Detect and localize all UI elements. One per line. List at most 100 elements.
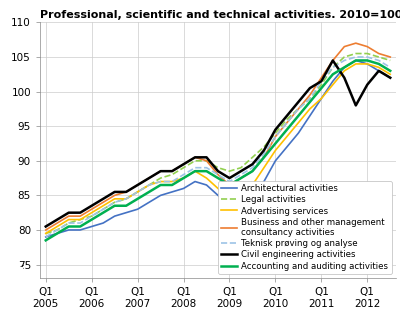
Architectural activities xyxy=(158,194,163,197)
Advertising services xyxy=(78,218,82,221)
Civil engineering activities xyxy=(284,114,289,118)
Civil engineering activities xyxy=(238,169,243,173)
Architectural activities xyxy=(319,97,324,100)
Civil engineering activities xyxy=(170,169,174,173)
Legal activities xyxy=(216,166,220,170)
Architectural activities xyxy=(147,200,152,204)
Business and other management
consultancy activities xyxy=(181,162,186,166)
Legal activities xyxy=(342,55,347,59)
Business and other management
consultancy activities xyxy=(354,41,358,45)
Teknisk prøving og analyse xyxy=(319,79,324,83)
Business and other management
consultancy activities xyxy=(250,169,255,173)
Accounting and auditing activities xyxy=(158,183,163,187)
Teknisk prøving og analyse xyxy=(388,66,393,69)
Civil engineering activities xyxy=(66,211,71,215)
Architectural activities xyxy=(354,59,358,62)
Advertising services xyxy=(273,148,278,152)
Accounting and auditing activities xyxy=(342,66,347,69)
Civil engineering activities xyxy=(112,190,117,194)
Architectural activities xyxy=(89,225,94,228)
Civil engineering activities xyxy=(388,76,393,80)
Teknisk prøving og analyse xyxy=(101,207,106,211)
Accounting and auditing activities xyxy=(376,62,381,66)
Line: Legal activities: Legal activities xyxy=(46,53,390,233)
Legal activities xyxy=(273,131,278,135)
Civil engineering activities xyxy=(262,148,266,152)
Civil engineering activities xyxy=(101,197,106,201)
Legal activities xyxy=(354,52,358,55)
Bar xyxy=(4,267,22,278)
Advertising services xyxy=(238,190,243,194)
Business and other management
consultancy activities xyxy=(216,173,220,177)
Advertising services xyxy=(204,176,209,180)
Accounting and auditing activities xyxy=(78,225,82,228)
Business and other management
consultancy activities xyxy=(135,183,140,187)
Business and other management
consultancy activities xyxy=(55,221,60,225)
Advertising services xyxy=(308,107,312,111)
Legal activities xyxy=(227,169,232,173)
Accounting and auditing activities xyxy=(308,100,312,104)
Legal activities xyxy=(284,117,289,121)
Legal activities xyxy=(250,156,255,159)
Teknisk prøving og analyse xyxy=(181,173,186,177)
Business and other management
consultancy activities xyxy=(319,76,324,80)
Accounting and auditing activities xyxy=(135,197,140,201)
Accounting and auditing activities xyxy=(101,211,106,215)
Advertising services xyxy=(388,72,393,76)
Civil engineering activities xyxy=(147,176,152,180)
Advertising services xyxy=(158,180,163,183)
Civil engineering activities xyxy=(365,83,370,87)
Line: Business and other management
consultancy activities: Business and other management consultanc… xyxy=(46,43,390,230)
Accounting and auditing activities xyxy=(193,169,198,173)
Business and other management
consultancy activities xyxy=(170,169,174,173)
Architectural activities xyxy=(388,76,393,80)
Accounting and auditing activities xyxy=(66,225,71,228)
Accounting and auditing activities xyxy=(170,183,174,187)
Advertising services xyxy=(376,66,381,69)
Business and other management
consultancy activities xyxy=(342,45,347,49)
Text: 0: 0 xyxy=(8,267,15,277)
Teknisk prøving og analyse xyxy=(365,55,370,59)
Teknisk prøving og analyse xyxy=(147,183,152,187)
Accounting and auditing activities xyxy=(319,86,324,90)
Accounting and auditing activities xyxy=(147,190,152,194)
Legal activities xyxy=(181,166,186,170)
Legal activities xyxy=(124,197,128,201)
Teknisk prøving og analyse xyxy=(273,135,278,139)
Teknisk prøving og analyse xyxy=(78,221,82,225)
Accounting and auditing activities xyxy=(273,141,278,145)
Text: Professional, scientific and technical activities. 2010=100: Professional, scientific and technical a… xyxy=(40,10,400,20)
Architectural activities xyxy=(273,159,278,163)
Accounting and auditing activities xyxy=(388,69,393,73)
Teknisk prøving og analyse xyxy=(342,59,347,62)
Architectural activities xyxy=(296,131,301,135)
Teknisk prøving og analyse xyxy=(43,235,48,239)
Teknisk prøving og analyse xyxy=(250,166,255,170)
Architectural activities xyxy=(170,190,174,194)
Line: Advertising services: Advertising services xyxy=(46,64,390,233)
Business and other management
consultancy activities xyxy=(262,156,266,159)
Teknisk prøving og analyse xyxy=(55,228,60,232)
Civil engineering activities xyxy=(227,176,232,180)
Legal activities xyxy=(43,231,48,235)
Legal activities xyxy=(170,173,174,177)
Business and other management
consultancy activities xyxy=(227,183,232,187)
Line: Teknisk prøving og analyse: Teknisk prøving og analyse xyxy=(46,57,390,237)
Business and other management
consultancy activities xyxy=(296,107,301,111)
Civil engineering activities xyxy=(250,162,255,166)
Civil engineering activities xyxy=(181,162,186,166)
Architectural activities xyxy=(227,204,232,208)
Line: Architectural activities: Architectural activities xyxy=(46,60,390,237)
Business and other management
consultancy activities xyxy=(273,135,278,139)
Legal activities xyxy=(308,97,312,100)
Teknisk prøving og analyse xyxy=(308,97,312,100)
Accounting and auditing activities xyxy=(216,176,220,180)
Advertising services xyxy=(284,135,289,139)
Accounting and auditing activities xyxy=(204,169,209,173)
Architectural activities xyxy=(308,114,312,118)
Civil engineering activities xyxy=(135,183,140,187)
Architectural activities xyxy=(238,200,243,204)
Advertising services xyxy=(124,197,128,201)
Advertising services xyxy=(342,69,347,73)
Architectural activities xyxy=(181,187,186,190)
